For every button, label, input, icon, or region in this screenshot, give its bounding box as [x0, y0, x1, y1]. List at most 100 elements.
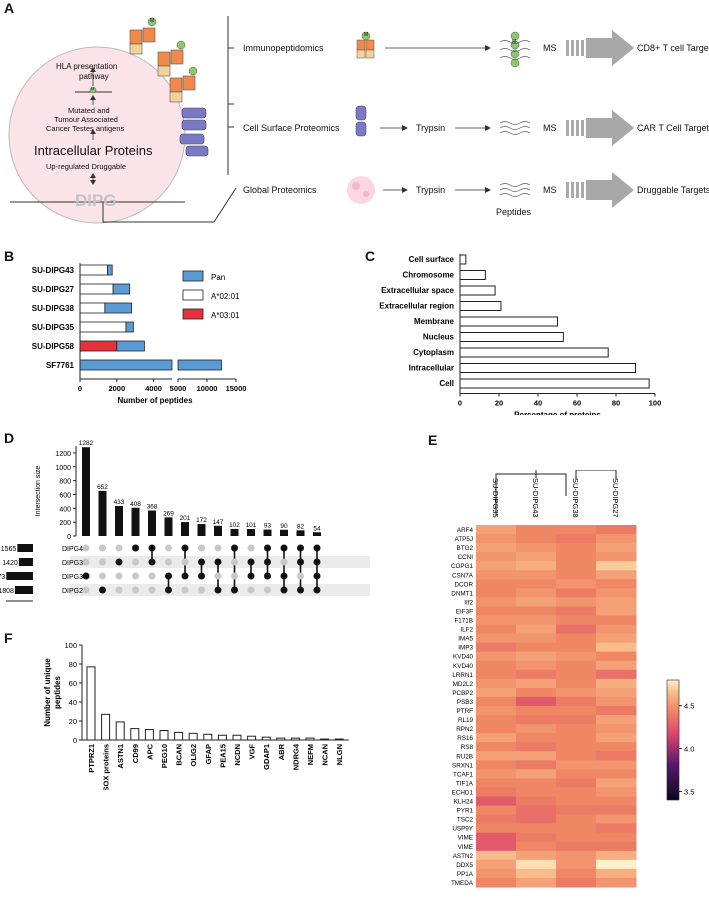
- e-cell: [476, 796, 517, 807]
- d-bar-label: 54: [313, 525, 321, 532]
- b-x-tick-label: 5000: [170, 384, 187, 393]
- e-cell: [596, 687, 637, 698]
- f-x-tick-label: PEG10: [160, 744, 169, 768]
- f-x-tick-label: GDAP1: [262, 744, 271, 770]
- b-bar-segment: [79, 340, 118, 352]
- d-set-size-label: 1420: [2, 560, 18, 567]
- e-cell: [516, 624, 557, 635]
- cell-lysate-icon: [347, 176, 375, 204]
- f-bar: [174, 731, 184, 741]
- e-cell: [476, 823, 517, 834]
- e-cell: [596, 832, 637, 843]
- target-druggable: Druggable Targets: [637, 185, 709, 195]
- b-legend-label: A*02:01: [211, 292, 240, 301]
- e-cell: [476, 841, 517, 852]
- b-bar-segment: [79, 302, 106, 314]
- b-bar-segment: [79, 359, 173, 371]
- e-cell: [516, 814, 557, 825]
- d-matrix-dot: [82, 544, 90, 552]
- chart-b: SU-DIPG43 SU-DIPG27 SU-DIPG38 SU-DIPG35 SU-D…: [32, 263, 247, 405]
- e-cell: [476, 543, 517, 553]
- enzyme-trypsin-2: Trypsin: [416, 185, 446, 195]
- e-cell: [596, 660, 637, 671]
- e-cell: [476, 579, 517, 589]
- d-bar: [247, 529, 255, 536]
- f-x-tick-label: VGF: [248, 744, 257, 760]
- e-cell: [596, 669, 637, 680]
- f-x-tick-label: PTPRZ1: [87, 744, 96, 773]
- f-bar: [276, 737, 286, 741]
- hla-peptide-label-m: M: [150, 18, 155, 24]
- f-x-tick-label: ASTN1: [116, 744, 125, 769]
- c-bar: [459, 378, 650, 389]
- d-matrix-dot: [198, 558, 205, 566]
- d-matrix-dot: [165, 558, 172, 566]
- panel-letter-d: D: [4, 430, 15, 446]
- e-cell: [476, 642, 517, 653]
- f-bar: [144, 729, 154, 741]
- e-cell: [596, 814, 637, 825]
- e-cell: [476, 769, 517, 779]
- e-cell: [476, 588, 517, 598]
- e-cell: [516, 525, 557, 535]
- f-bar: [261, 736, 271, 741]
- c-bar: [459, 254, 467, 265]
- d-matrix-dot: [214, 544, 222, 552]
- e-cell: [596, 615, 637, 626]
- e-cell: [476, 570, 517, 580]
- center-peptide-label-m: M: [91, 86, 95, 91]
- e-cell: [556, 724, 597, 734]
- b-x-tick-label: 15000: [226, 384, 247, 393]
- hla-molecules-icon: [129, 17, 198, 103]
- e-cell: [596, 696, 637, 707]
- d-matrix-dot: [115, 544, 123, 552]
- e-cell: [556, 687, 597, 698]
- f-bar: [290, 737, 300, 741]
- f-y-axis-label: Number of uniquepeptides: [43, 658, 62, 727]
- e-row-label: TSC2: [457, 817, 474, 824]
- d-bar: [148, 510, 156, 536]
- method-cell-surface: Cell Surface Proteomics: [243, 123, 340, 133]
- d-bar-label: 101: [246, 522, 257, 529]
- f-bar: [203, 733, 213, 741]
- b-x-tick-label: 0: [78, 384, 82, 393]
- e-cell: [516, 651, 557, 662]
- d-bar-label: 269: [163, 510, 174, 517]
- e-cell: [556, 543, 597, 553]
- e-row-label: TMEDA: [451, 880, 474, 887]
- e-cell: [516, 588, 557, 598]
- c-x-tick-label: 100: [649, 399, 662, 408]
- d-matrix-dot: [280, 558, 288, 566]
- e-cell: [476, 651, 517, 662]
- d-bar: [98, 490, 107, 536]
- e-row-label: KLH24: [454, 799, 474, 806]
- f-x-tick-label: APC: [145, 743, 154, 759]
- e-cell: [476, 552, 517, 562]
- d-matrix-dot: [313, 572, 321, 580]
- d-matrix-dot: [99, 544, 106, 552]
- d-matrix-dot: [165, 586, 172, 594]
- c-category-label: Extracellular space: [381, 286, 454, 295]
- d-matrix-dot: [115, 558, 123, 566]
- peptide-beads-icon: [499, 31, 531, 68]
- d-bar: [131, 507, 140, 536]
- d-matrix-dot: [115, 572, 123, 580]
- e-row-label: BTG2: [457, 545, 474, 552]
- e-cell: [596, 787, 637, 797]
- e-cell: [556, 769, 597, 779]
- ms-label-1: MS: [543, 43, 557, 53]
- e-row-label: CCNI: [458, 554, 474, 561]
- e-cell: [596, 624, 637, 635]
- e-cell: [476, 669, 517, 680]
- d-bar: [296, 530, 305, 536]
- e-cell: [556, 633, 597, 644]
- e-cell: [556, 552, 597, 562]
- e-cell: [556, 588, 597, 598]
- e-cell: [476, 778, 517, 788]
- b-bar-segment: [116, 340, 145, 352]
- target-cd8: CD8+ T cell Targets: [637, 43, 709, 53]
- e-cell: [596, 525, 637, 535]
- e-column-label: SU-DIPG38: [571, 478, 580, 518]
- d-matrix-dot: [198, 586, 205, 594]
- d-bar-label: 93: [264, 523, 272, 530]
